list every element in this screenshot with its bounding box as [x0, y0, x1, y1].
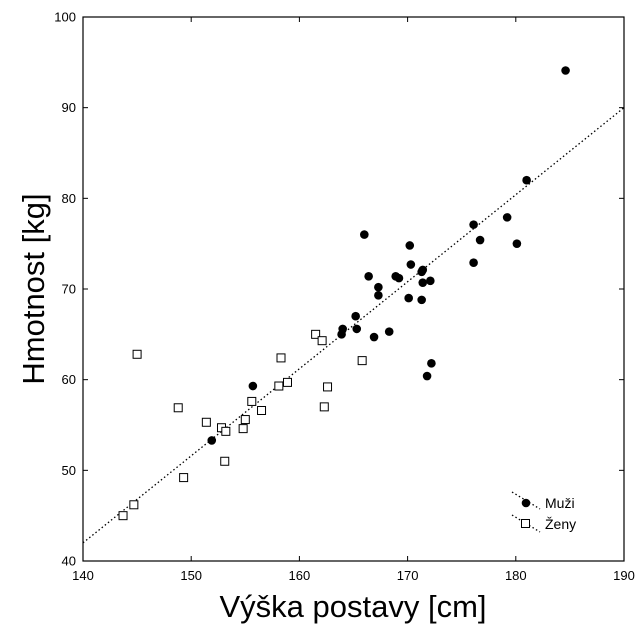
point-zeny: [221, 426, 231, 436]
point-muzi: [422, 371, 432, 381]
y-tick-label: 100: [54, 10, 76, 25]
point-muzi: [469, 220, 478, 229]
point-muzi: [406, 260, 416, 269]
point-zeny: [323, 382, 333, 392]
x-tick-label: 140: [72, 568, 94, 583]
point-muzi: [394, 273, 404, 283]
y-tick-label: 80: [62, 191, 76, 206]
legend: Muži Ženy: [511, 491, 576, 533]
point-muzi: [351, 311, 360, 321]
legend-label-muzi: Muži: [545, 495, 575, 511]
point-muzi: [248, 381, 258, 391]
plot-frame: [82, 16, 625, 562]
point-zeny: [357, 356, 367, 366]
point-muzi: [418, 265, 428, 275]
point-muzi: [207, 436, 217, 445]
y-tick-label: 50: [62, 463, 76, 478]
point-muzi: [364, 272, 373, 281]
point-zeny: [201, 417, 211, 427]
point-muzi: [384, 327, 394, 336]
point-muzi: [405, 241, 415, 250]
point-zeny: [247, 396, 257, 406]
y-tick-label: 70: [62, 282, 76, 297]
x-tick-label: 150: [180, 568, 202, 583]
trend-line: [82, 107, 625, 544]
point-zeny: [240, 415, 250, 425]
legend-marker-zeny: [521, 519, 530, 528]
point-zeny: [257, 405, 267, 415]
legend-marker-muzi: [521, 498, 531, 508]
point-zeny: [274, 381, 284, 391]
point-zeny: [132, 349, 142, 359]
y-tick-label: 40: [62, 554, 76, 569]
x-tick-label: 170: [397, 568, 419, 583]
point-zeny: [129, 500, 139, 510]
point-zeny: [311, 329, 321, 339]
x-tick-label: 180: [505, 568, 527, 583]
point-muzi: [475, 235, 485, 245]
y-axis-title: Hmotnost [kg]: [16, 193, 51, 384]
point-muzi: [522, 175, 531, 185]
y-tick-label: 90: [62, 100, 76, 115]
point-zeny: [319, 402, 329, 412]
point-muzi: [404, 293, 413, 303]
x-axis-title: Výška postavy [cm]: [219, 589, 486, 624]
point-muzi: [469, 258, 478, 268]
point-muzi: [427, 359, 436, 368]
point-muzi: [369, 332, 379, 342]
x-tick-label: 190: [613, 568, 635, 583]
point-zeny: [238, 424, 248, 434]
data-points: [118, 66, 570, 521]
point-zeny: [282, 377, 292, 387]
point-muzi: [426, 276, 435, 286]
point-zeny: [118, 511, 128, 521]
x-tick-label: 160: [289, 568, 311, 583]
point-zeny: [173, 403, 183, 413]
point-zeny: [179, 473, 189, 483]
axis-ticks: 140 150 160 170 180 190 40 50 60 70 80 90 100: [54, 10, 635, 584]
point-muzi: [352, 324, 362, 334]
point-zeny: [317, 336, 327, 346]
point-muzi: [417, 295, 426, 305]
legend-label-zeny: Ženy: [545, 516, 576, 532]
point-muzi: [360, 230, 369, 239]
point-zeny: [220, 456, 230, 466]
point-muzi: [338, 324, 347, 334]
point-muzi: [374, 291, 383, 300]
point-zeny: [276, 353, 286, 363]
point-muzi: [502, 213, 512, 222]
point-muzi: [418, 278, 428, 287]
point-muzi: [512, 239, 522, 248]
y-tick-label: 60: [62, 372, 76, 387]
point-muzi: [374, 282, 383, 292]
point-muzi: [561, 66, 570, 75]
